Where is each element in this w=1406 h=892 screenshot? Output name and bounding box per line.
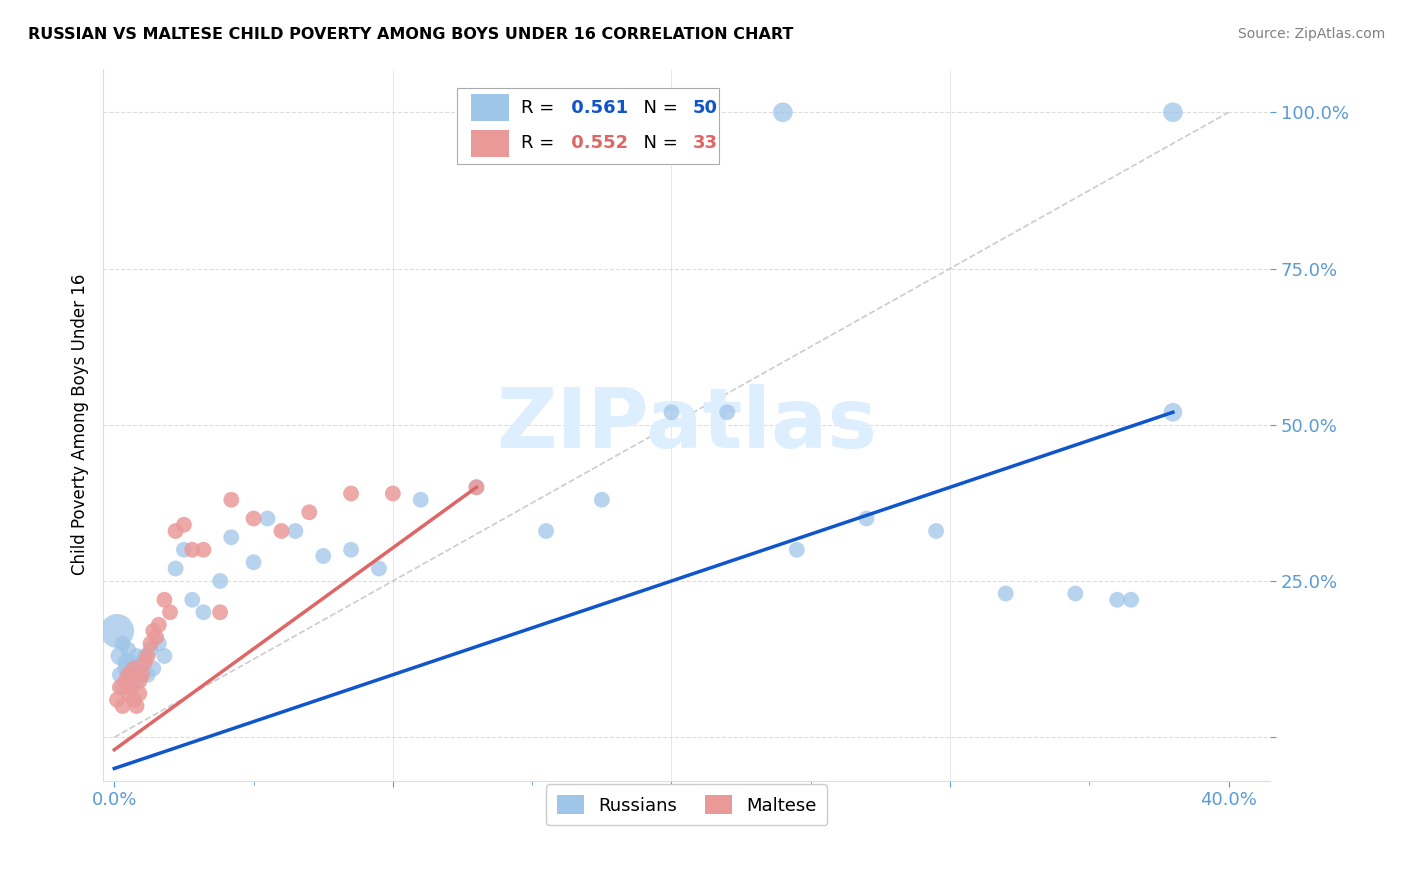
Point (120, 680, 142, 694)
Text: 50: 50 (693, 99, 717, 117)
Text: R =: R = (522, 135, 560, 153)
Point (148, 636, 170, 650)
Text: 33: 33 (693, 135, 717, 153)
Point (105, 624, 128, 638)
Point (136, 648, 159, 663)
Text: R =: R = (522, 99, 560, 117)
Point (716, 405, 738, 419)
Point (855, 511, 877, 525)
Point (284, 524, 307, 538)
FancyBboxPatch shape (471, 130, 509, 157)
Point (108, 680, 131, 694)
Point (340, 542, 363, 557)
Point (786, 542, 808, 557)
Point (117, 642, 139, 657)
Point (1161, 405, 1184, 419)
Point (128, 686, 150, 700)
FancyBboxPatch shape (457, 88, 720, 164)
Point (165, 561, 187, 575)
Point (1161, 105, 1184, 120)
Point (131, 667, 153, 681)
Point (111, 680, 134, 694)
Point (139, 636, 162, 650)
Point (925, 524, 948, 538)
Point (298, 505, 321, 519)
Point (219, 492, 242, 507)
Point (242, 555, 264, 569)
Point (994, 586, 1017, 600)
Point (111, 698, 134, 713)
Legend: Russians, Maltese: Russians, Maltese (547, 784, 827, 825)
Point (114, 673, 136, 688)
Point (120, 655, 142, 669)
Point (120, 667, 142, 681)
Point (209, 574, 232, 588)
Point (125, 698, 148, 713)
Point (1064, 586, 1087, 600)
Point (134, 655, 156, 669)
Point (108, 648, 131, 663)
Point (181, 592, 204, 607)
Point (165, 524, 187, 538)
Point (1107, 592, 1129, 607)
Point (409, 492, 432, 507)
Point (256, 511, 278, 525)
Point (368, 561, 391, 575)
Point (159, 605, 181, 619)
Point (108, 667, 131, 681)
Point (340, 486, 363, 500)
Point (128, 673, 150, 688)
Point (125, 673, 148, 688)
Point (219, 530, 242, 544)
Text: 0.561: 0.561 (565, 99, 628, 117)
Point (142, 661, 165, 675)
Text: N =: N = (631, 99, 683, 117)
Point (209, 605, 232, 619)
Point (153, 592, 176, 607)
Point (242, 511, 264, 525)
Point (117, 686, 139, 700)
Point (114, 661, 136, 675)
Text: 0.552: 0.552 (565, 135, 628, 153)
Point (181, 542, 204, 557)
Point (173, 517, 195, 532)
Point (270, 524, 292, 538)
Point (661, 405, 683, 419)
Point (173, 542, 195, 557)
Point (142, 624, 165, 638)
Point (148, 617, 170, 632)
Text: N =: N = (631, 135, 683, 153)
Point (122, 661, 145, 675)
Point (465, 480, 488, 494)
Point (122, 661, 145, 675)
Point (153, 648, 176, 663)
Point (465, 480, 488, 494)
Point (1119, 592, 1142, 607)
Text: RUSSIAN VS MALTESE CHILD POVERTY AMONG BOYS UNDER 16 CORRELATION CHART: RUSSIAN VS MALTESE CHILD POVERTY AMONG B… (28, 27, 793, 42)
Point (193, 605, 215, 619)
Point (105, 692, 128, 706)
Text: ZIPatlas: ZIPatlas (496, 384, 877, 466)
Point (114, 655, 136, 669)
Point (122, 692, 145, 706)
Point (193, 542, 215, 557)
Point (125, 648, 148, 663)
Point (111, 636, 134, 650)
Point (117, 667, 139, 681)
Point (772, 105, 794, 120)
Point (131, 655, 153, 669)
Point (117, 673, 139, 688)
Point (139, 642, 162, 657)
FancyBboxPatch shape (471, 95, 509, 121)
Y-axis label: Child Poverty Among Boys Under 16: Child Poverty Among Boys Under 16 (72, 274, 89, 575)
Point (128, 667, 150, 681)
Text: Source: ZipAtlas.com: Source: ZipAtlas.com (1237, 27, 1385, 41)
Point (591, 492, 613, 507)
Point (534, 524, 557, 538)
Point (145, 630, 167, 644)
Point (312, 549, 335, 563)
Point (381, 486, 404, 500)
Point (134, 648, 156, 663)
Point (136, 667, 159, 681)
